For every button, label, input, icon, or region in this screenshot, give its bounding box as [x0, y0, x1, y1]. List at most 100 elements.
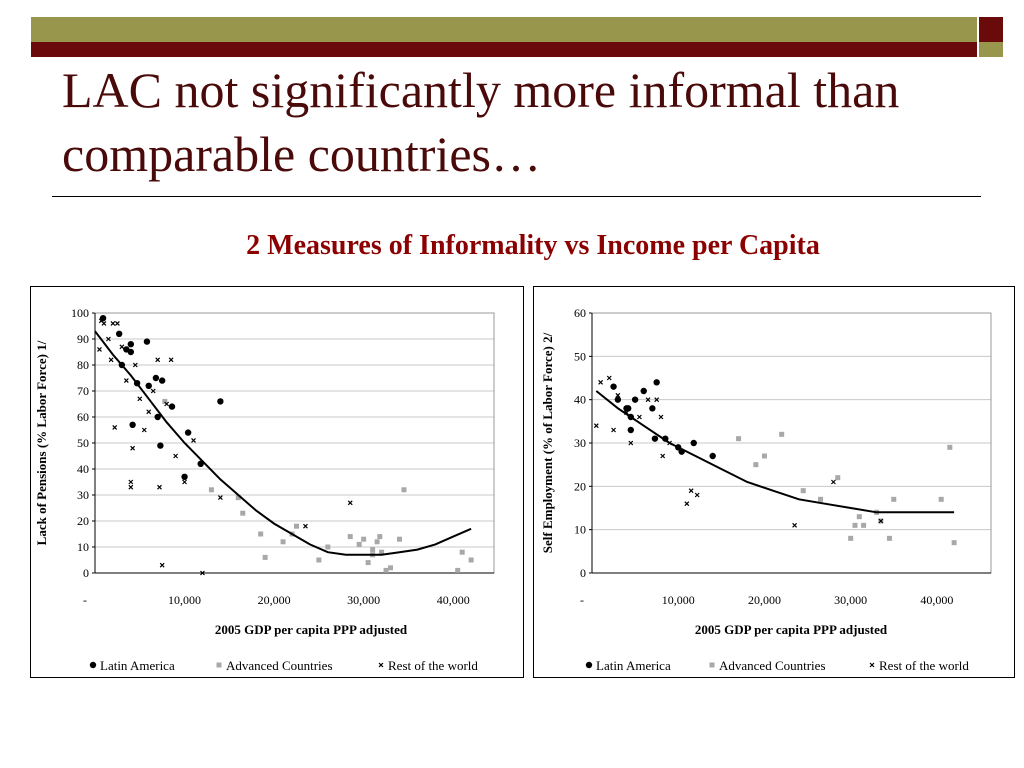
x-tick-label: 10,000: [168, 593, 201, 607]
point-latin-america: [152, 374, 160, 382]
point-rest-of-the-world: [191, 437, 196, 443]
point-advanced-countries: [800, 488, 806, 494]
point-advanced-countries: [162, 398, 168, 404]
x-axis-title: 2005 GDP per capita PPP adjusted: [215, 622, 408, 637]
header-corner-square-olive: [979, 42, 1003, 57]
legend-label-advanced-countries: Advanced Countries: [226, 658, 333, 673]
point-latin-america: [154, 413, 161, 421]
point-rest-of-the-world: [112, 424, 118, 430]
point-rest-of-the-world: [217, 495, 223, 501]
y-tick-label: 0: [580, 566, 586, 580]
legend-marker-rest-of-the-world: [378, 662, 384, 668]
point-latin-america: [610, 383, 617, 390]
point-advanced-countries: [280, 539, 286, 545]
y-tick-label: 30: [77, 488, 89, 502]
x-tick-label: 30,000: [347, 593, 380, 607]
point-latin-america: [217, 398, 224, 405]
point-advanced-countries: [848, 535, 854, 541]
legend-marker-latin-america: [89, 661, 97, 669]
point-advanced-countries: [779, 431, 785, 437]
point-rest-of-the-world: [155, 357, 161, 363]
point-rest-of-the-world: [110, 320, 116, 326]
point-rest-of-the-world: [168, 357, 174, 363]
trend-line: [595, 390, 955, 514]
point-latin-america: [614, 396, 622, 403]
point-advanced-countries: [886, 535, 892, 541]
y-tick-label: 0: [83, 566, 89, 580]
point-rest-of-the-world: [146, 409, 152, 415]
point-advanced-countries: [468, 557, 474, 563]
x-tick-label: -: [83, 593, 87, 607]
point-advanced-countries: [947, 444, 953, 450]
point-rest-of-the-world: [694, 492, 700, 498]
point-rest-of-the-world: [114, 320, 120, 326]
point-latin-america: [640, 387, 647, 395]
point-advanced-countries: [361, 536, 367, 542]
point-rest-of-the-world: [106, 336, 111, 342]
point-rest-of-the-world: [645, 397, 651, 403]
y-tick-label: 10: [574, 523, 586, 537]
y-tick-label: 20: [574, 479, 586, 493]
chart-panel-pensions: 0 10 20 30 40 50 60 70 80 90 100 - 10,000 20,000 30,00…: [30, 286, 524, 678]
pensions-scatter-chart: 0 10 20 30 40 50 60 70 80 90 100 - 10,000 20,000 30,00…: [34, 306, 495, 673]
point-rest-of-the-world: [606, 375, 612, 381]
point-rest-of-the-world: [658, 414, 664, 420]
point-latin-america: [129, 421, 136, 428]
point-advanced-countries: [316, 557, 322, 563]
legend-label-latin-america: Latin America: [596, 658, 671, 673]
point-latin-america: [168, 403, 176, 410]
point-rest-of-the-world: [164, 401, 170, 407]
y-tick-label: 10: [77, 540, 89, 554]
x-tick-label: 20,000: [258, 593, 291, 607]
legend-marker-advanced-countries: [709, 662, 715, 668]
point-advanced-countries: [365, 560, 371, 566]
point-advanced-countries: [951, 540, 957, 546]
x-tick-label: 40,000: [920, 593, 953, 607]
point-rest-of-the-world: [108, 357, 114, 363]
point-rest-of-the-world: [878, 518, 884, 524]
point-rest-of-the-world: [636, 414, 642, 420]
y-tick-label: 30: [574, 436, 586, 450]
point-advanced-countries: [852, 522, 858, 528]
point-rest-of-the-world: [303, 523, 308, 529]
x-tick-label: 40,000: [437, 593, 470, 607]
legend-marker-latin-america: [585, 661, 593, 669]
point-latin-america: [127, 348, 135, 356]
y-tick-label: 40: [77, 462, 89, 476]
y-tick-label: 40: [574, 393, 586, 407]
point-advanced-countries: [370, 547, 376, 553]
point-advanced-countries: [235, 495, 241, 501]
point-latin-america: [157, 442, 164, 449]
point-advanced-countries: [383, 567, 389, 573]
point-latin-america: [145, 382, 152, 389]
point-advanced-countries: [861, 522, 867, 528]
point-rest-of-the-world: [123, 378, 129, 384]
y-tick-label: 50: [77, 436, 89, 450]
y-tick-label: 60: [77, 410, 89, 424]
point-rest-of-the-world: [628, 440, 634, 446]
legend-label-advanced-countries: Advanced Countries: [719, 658, 826, 673]
point-rest-of-the-world: [173, 453, 179, 459]
point-advanced-countries: [377, 534, 383, 540]
point-latin-america: [625, 405, 632, 412]
point-latin-america: [690, 439, 697, 447]
header-bar-olive: [31, 17, 977, 42]
point-advanced-countries: [459, 549, 465, 555]
point-rest-of-the-world: [150, 388, 156, 394]
point-rest-of-the-world: [97, 346, 102, 352]
point-rest-of-the-world: [157, 484, 162, 490]
point-rest-of-the-world: [598, 379, 604, 385]
point-advanced-countries: [396, 536, 402, 542]
point-advanced-countries: [938, 496, 944, 502]
point-advanced-countries: [325, 544, 331, 550]
x-tick-label: 10,000: [662, 593, 695, 607]
trend-line: [94, 330, 472, 556]
point-advanced-countries: [455, 567, 461, 573]
x-tick-label: 20,000: [748, 593, 781, 607]
legend-marker-advanced-countries: [216, 662, 222, 668]
point-latin-america: [649, 405, 656, 412]
slide-subtitle: 2 Measures of Informality vs Income per …: [246, 230, 820, 261]
point-rest-of-the-world: [137, 396, 143, 402]
point-rest-of-the-world: [130, 445, 136, 451]
y-tick-label: 60: [574, 306, 586, 320]
